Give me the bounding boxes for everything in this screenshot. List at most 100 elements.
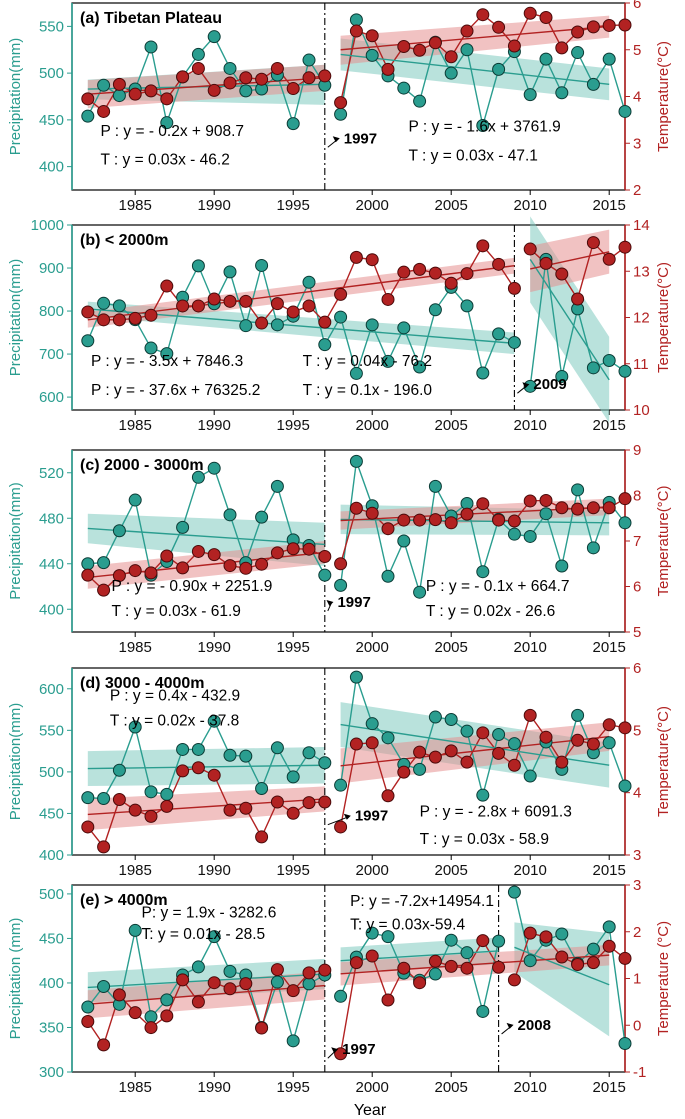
regression-equation: T : y = 0.03x - 46.2 (100, 151, 229, 168)
temp-point (318, 315, 332, 329)
precip-point (586, 77, 600, 91)
y-axis-label: Precipitation(mm) (7, 38, 24, 156)
temp-point (160, 799, 174, 813)
temp-point (381, 292, 395, 306)
x-tick-label: 2015 (593, 1079, 626, 1096)
y2-tick-label: 3 (633, 847, 641, 864)
regression-equation: P : y = - 1.6x + 3761.9 (409, 119, 561, 136)
temp-point (602, 501, 616, 515)
precip-point (286, 1034, 300, 1048)
precip-point (128, 493, 142, 507)
precip-point (349, 13, 363, 27)
y2-tick-label: 6 (633, 579, 641, 596)
precip-point (460, 724, 474, 738)
y-tick-label: 450 (39, 805, 64, 822)
x-tick-label: 2000 (356, 639, 389, 656)
precip-series-line (87, 35, 326, 127)
precip-point (381, 569, 395, 583)
precip-point (476, 788, 490, 802)
precip-point (397, 534, 411, 548)
precip-point (381, 930, 395, 944)
x-tick-label: 2010 (514, 639, 547, 656)
temp-point (365, 29, 379, 43)
precip-point (523, 529, 537, 543)
temp-point (618, 240, 632, 254)
temp-point (97, 840, 111, 854)
precip-point (444, 66, 458, 80)
regression-equation: P : y = - 2.8x + 6091.3 (420, 803, 572, 820)
break-year-label: 1997 (344, 130, 377, 147)
temp-point (507, 281, 521, 295)
precip-point (223, 964, 237, 978)
x-tick-label: 2010 (514, 1079, 547, 1096)
precip-point (492, 327, 506, 341)
temp-point (302, 542, 316, 556)
break-year-label: 2008 (518, 1017, 551, 1034)
precip-point (160, 347, 174, 361)
temp-point (602, 718, 616, 732)
precip-point (223, 748, 237, 762)
precip-point (555, 86, 569, 100)
precip-point (492, 727, 506, 741)
precip-series-line (87, 467, 326, 577)
temp-point (397, 39, 411, 53)
temp-point (571, 25, 585, 39)
precip-point (618, 364, 632, 378)
precip-point (523, 88, 537, 102)
temp-point (286, 82, 300, 96)
precip-point (302, 275, 316, 289)
precip-point (476, 366, 490, 380)
temp-point (207, 548, 221, 562)
precip-point (207, 30, 221, 44)
temp-point (81, 820, 95, 834)
x-tick-label: 1985 (119, 417, 152, 434)
temp-point (112, 793, 126, 807)
y2-tick-label: 0 (633, 1017, 641, 1034)
precip-point (555, 927, 569, 941)
regression-equation: T : y = 0.03x - 58.9 (420, 831, 549, 848)
y-tick-label: 800 (39, 303, 64, 320)
temp-point (81, 92, 95, 106)
temp-point (523, 6, 537, 20)
precip-point (507, 737, 521, 751)
temp-point (460, 507, 474, 521)
precip-point (523, 379, 537, 393)
temp-point (444, 959, 458, 973)
precip-point (618, 104, 632, 118)
y2-tick-label: 4 (633, 785, 641, 802)
temp-point (112, 569, 126, 583)
x-tick-label: 2015 (593, 417, 626, 434)
y-axis-label: Precipitation(mm) (7, 482, 24, 600)
break-arrow-head (522, 382, 530, 389)
temp-point (555, 267, 569, 281)
y2-tick-label: 8 (633, 488, 641, 505)
temp-point (318, 795, 332, 809)
temp-point (255, 72, 269, 86)
x-tick-label: 2010 (514, 197, 547, 214)
precip-point (239, 84, 253, 98)
temp-point (381, 522, 395, 536)
temp-point (255, 557, 269, 571)
precip-point (539, 52, 553, 66)
temp-point (97, 1038, 111, 1052)
temp-point (571, 957, 585, 971)
temp-point (302, 796, 316, 810)
precip-point (349, 670, 363, 684)
temp-point (476, 239, 490, 253)
precip-point (602, 52, 616, 66)
temp-point (286, 806, 300, 820)
temp-point (555, 755, 569, 769)
x-tick-label: 1990 (198, 197, 231, 214)
break-arrow-head (506, 1022, 514, 1029)
y2-tick-label: 5 (633, 624, 641, 641)
temp-point (365, 506, 379, 520)
temp-point (555, 950, 569, 964)
temp-point (507, 973, 521, 987)
temp-trend-line (87, 265, 515, 321)
regression-equation: T : y = 0.04x - 76.2 (303, 353, 432, 370)
temp-point (618, 721, 632, 735)
precip-point (555, 369, 569, 383)
temp-point (428, 36, 442, 50)
regression-equation: P: y = 1.9x - 3282.6 (142, 905, 277, 922)
precip-point (444, 713, 458, 727)
